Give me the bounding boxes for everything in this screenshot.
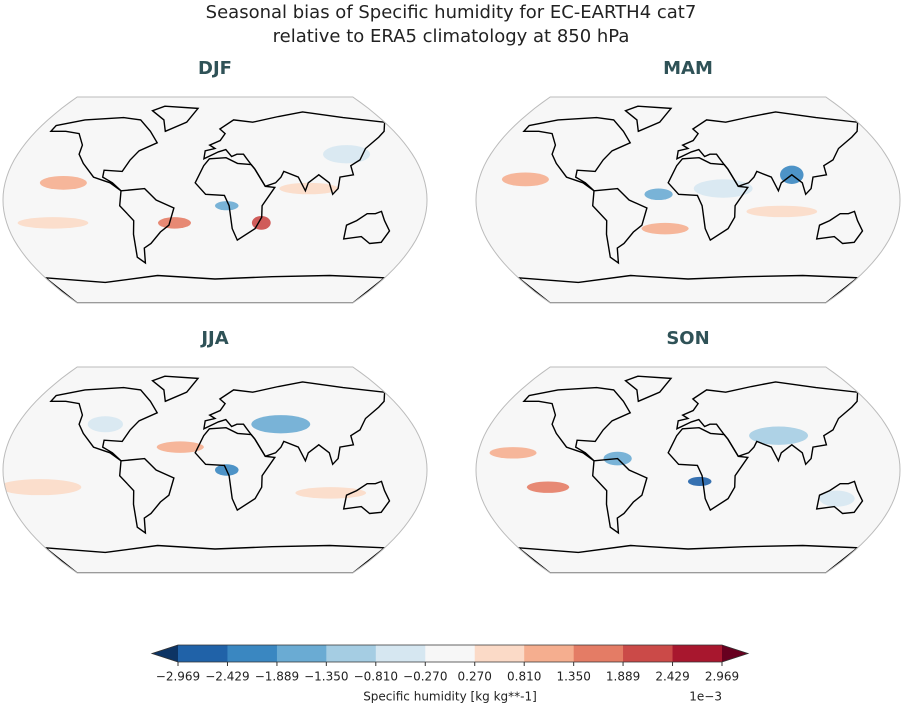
bias-area: [17, 217, 89, 229]
map-background: [3, 97, 427, 303]
colorbar-tick-label: −0.810: [354, 670, 398, 684]
map: [3, 367, 427, 573]
colorbar-tick-label: 2.429: [655, 670, 689, 684]
colorbar-segment: [276, 645, 327, 662]
bias-area: [323, 145, 371, 164]
colorbar-segment: [474, 645, 525, 662]
map-background: [476, 367, 900, 573]
bias-area: [749, 426, 809, 445]
coastline: [342, 210, 391, 245]
bias-area: [158, 217, 191, 229]
colorbar-tick-label: 0.270: [458, 670, 492, 684]
colorbar-segment: [573, 645, 624, 662]
map-background: [476, 97, 900, 303]
panel-title: DJF: [198, 58, 232, 79]
coastline: [675, 111, 859, 196]
colorbar-tick-label: −0.270: [403, 670, 447, 684]
bias-area: [251, 415, 311, 434]
bias-area: [501, 172, 549, 187]
panel-title: JJA: [199, 328, 228, 349]
figure-title: relative to ERA5 climatology at 850 hPa: [273, 26, 630, 47]
coastline: [202, 381, 386, 466]
colorbar-tick-label: −2.969: [156, 670, 200, 684]
coastline: [342, 480, 391, 515]
bias-area: [87, 416, 124, 433]
coastline: [49, 386, 159, 462]
map: [3, 97, 427, 303]
coastline: [516, 274, 860, 303]
panel-title: SON: [666, 328, 709, 349]
colorbar-offset: 1e−3: [689, 690, 722, 704]
colorbar-segment: [326, 645, 377, 662]
colorbar-segment: [524, 645, 575, 662]
map: [476, 97, 900, 303]
coastline: [43, 274, 387, 303]
coastline: [522, 386, 632, 462]
coastline: [118, 187, 175, 265]
coastline: [49, 116, 159, 192]
colorbar-tick-label: 2.969: [705, 670, 739, 684]
colorbar-tick-label: 1.889: [606, 670, 640, 684]
bias-area: [746, 205, 818, 218]
bias-area: [295, 487, 367, 499]
coastline: [667, 156, 750, 242]
coastline: [151, 375, 200, 403]
coastline: [194, 426, 277, 512]
colorbar-segment: [623, 645, 674, 662]
coastline: [667, 426, 750, 512]
bias-area: [644, 188, 673, 200]
colorbar-extend-over: [722, 645, 748, 662]
bias-area: [641, 222, 689, 235]
bias-area: [687, 476, 712, 487]
bias-area: [156, 441, 204, 453]
bias-area: [819, 490, 855, 507]
coastline: [118, 457, 175, 535]
bias-area: [693, 179, 753, 198]
map: [476, 367, 900, 573]
colorbar-tick-label: −1.350: [304, 670, 348, 684]
coastline: [43, 544, 387, 573]
map-border: [2, 366, 428, 574]
coastline: [522, 116, 632, 192]
coastline: [624, 105, 673, 133]
coastline: [815, 480, 864, 515]
coastline: [591, 457, 648, 535]
coastline: [675, 381, 859, 466]
bias-area: [279, 182, 339, 195]
coastline: [194, 156, 277, 242]
bias-area: [214, 201, 239, 211]
bias-area: [3, 479, 82, 496]
colorbar-segment: [672, 645, 723, 662]
panel-title: MAM: [663, 58, 713, 79]
bias-area: [526, 481, 570, 493]
bias-area: [39, 175, 87, 190]
colorbar-tick-label: 1.350: [556, 670, 590, 684]
colorbar-tick-label: −2.429: [205, 670, 249, 684]
colorbar-segment: [227, 645, 278, 662]
map-border: [2, 96, 428, 304]
colorbar-tick-label: 0.810: [507, 670, 541, 684]
map-border: [475, 366, 901, 574]
colorbar-segment: [425, 645, 476, 662]
bias-area: [489, 447, 537, 459]
coastline: [624, 375, 673, 403]
coastline: [815, 210, 864, 245]
coastline: [591, 187, 648, 265]
coastline: [151, 105, 200, 133]
colorbar-extend-under: [152, 645, 178, 662]
map-border: [475, 96, 901, 304]
colorbar-segment: [375, 645, 426, 662]
figure-title: Seasonal bias of Specific humidity for E…: [206, 2, 697, 23]
coastline: [202, 111, 386, 196]
colorbar-tick-label: −1.889: [255, 670, 299, 684]
coastline: [516, 544, 860, 573]
colorbar-segment: [178, 645, 228, 662]
colorbar-label: Specific humidity [kg kg**-1]: [363, 690, 537, 704]
